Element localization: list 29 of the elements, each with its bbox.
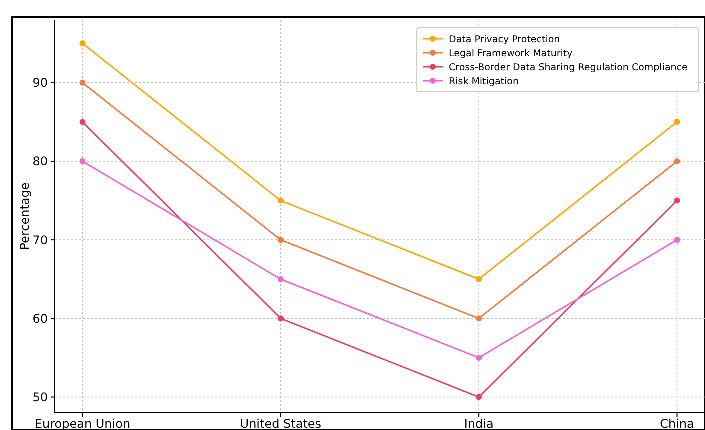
x-tick-label: India xyxy=(464,417,494,430)
legend-label: Risk Mitigation xyxy=(449,76,519,88)
point xyxy=(278,276,284,282)
y-tick-label: 50 xyxy=(32,390,48,404)
point xyxy=(674,158,680,164)
point xyxy=(476,354,482,361)
point xyxy=(476,316,482,322)
point xyxy=(278,198,284,204)
point xyxy=(80,158,86,164)
x-tick-label: China xyxy=(660,417,694,430)
point xyxy=(278,237,284,244)
point xyxy=(278,316,284,322)
y-tick-label: 60 xyxy=(32,312,48,326)
point xyxy=(674,237,680,244)
legend-label: Data Privacy Protection xyxy=(449,34,560,46)
y-tick-label: 70 xyxy=(32,233,48,248)
point xyxy=(674,198,680,204)
point xyxy=(476,276,482,282)
point xyxy=(80,119,86,126)
point xyxy=(80,40,86,47)
point xyxy=(80,80,86,86)
legend-label: Legal Framework Maturity xyxy=(449,48,574,60)
point xyxy=(674,119,680,126)
legend-label: Cross-Border Data Sharing Regulation Compliance xyxy=(449,62,688,74)
y-tick-label: 80 xyxy=(32,154,48,169)
y-tick-label: 90 xyxy=(32,76,48,90)
y-axis-title: Percentage xyxy=(18,182,32,250)
point xyxy=(476,394,482,400)
x-tick-label: United States xyxy=(240,417,322,430)
